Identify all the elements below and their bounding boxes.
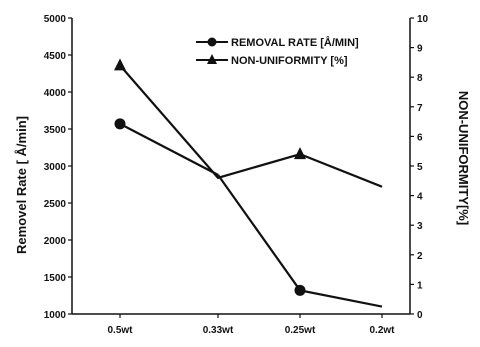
left-tick-label: 3500 [44,125,67,136]
legend-label: REMOVAL RATE [Å/MIN] [231,36,359,49]
left-tick-label: 1000 [44,310,67,321]
right-tick-label: 2 [417,251,423,262]
right-tick-label: 4 [417,192,423,203]
left-axis-title: Removel Rate [ Å/min] [14,116,29,254]
legend-circle-marker [207,37,217,47]
left-tick-label: 5000 [44,14,67,25]
right-tick-label: 10 [417,14,429,25]
non-uniformity-point [114,58,126,71]
removal-rate-point [294,284,306,296]
right-tick-label: 6 [417,132,423,143]
right-tick-label: 9 [417,44,423,55]
right-tick-label: 0 [417,310,423,321]
left-tick-label: 2000 [44,236,67,247]
x-tick-label: 0.5wt [107,325,133,336]
removal-rate-point [114,118,126,130]
left-tick-label: 4500 [44,51,67,62]
left-tick-label: 3000 [44,162,67,173]
x-tick-label: 0.25wt [285,325,316,336]
right-tick-label: 5 [417,162,423,173]
right-tick-label: 3 [417,221,423,232]
right-tick-label: 1 [417,280,423,291]
removal-rate-line [119,122,219,176]
non-uniformity-line [119,64,383,188]
x-tick-label: 0.2wt [369,325,395,336]
legend-triangle-marker [207,54,217,64]
non-uniformity-point [294,147,306,160]
right-tick-label: 8 [417,73,423,84]
left-tick-label: 2500 [44,199,67,210]
x-tick-label: 0.33wt [203,325,234,336]
left-tick-label: 1500 [44,273,67,284]
legend-label: NON-UNIFORMITY [%] [231,55,348,67]
right-tick-label: 7 [417,103,423,114]
right-axis-title: NON-UNIFORMITY[%] [456,91,471,225]
left-tick-label: 4000 [44,88,67,99]
